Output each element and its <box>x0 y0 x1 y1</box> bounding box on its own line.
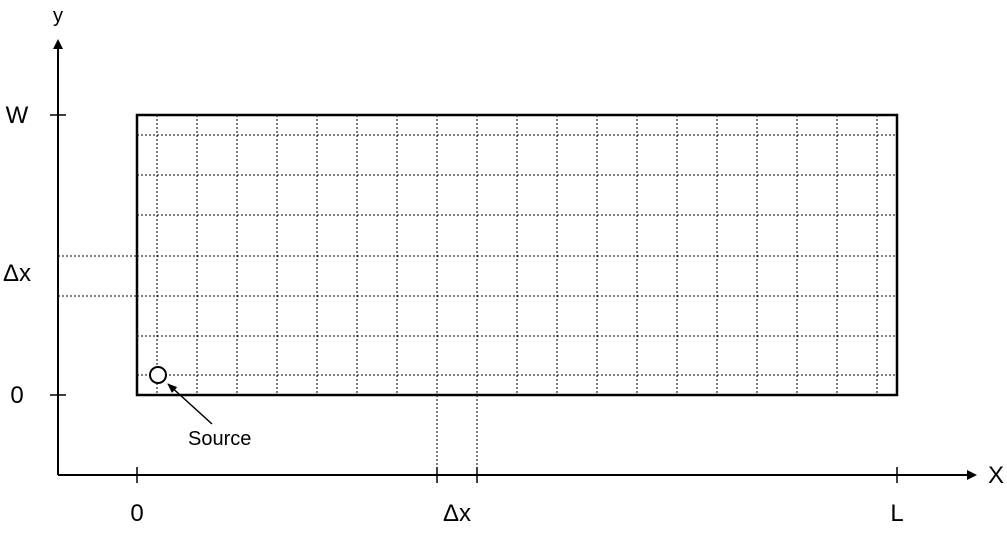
source-marker <box>149 366 167 384</box>
x-axis-label: X <box>988 462 1004 489</box>
domain-rectangle <box>135 113 899 397</box>
x-tick-label-zero: 0 <box>130 500 143 527</box>
y-axis-label: y <box>53 5 63 27</box>
x-tick-label-length: L <box>890 500 903 527</box>
y-tick-label-dx: Δx <box>3 260 31 287</box>
y-tick-label-width: W <box>6 102 29 129</box>
x-tick-label-dx: Δx <box>443 500 471 527</box>
source-label: Source <box>188 428 251 450</box>
source-arrow <box>167 383 213 425</box>
mesh-grid <box>137 115 897 395</box>
y-tick-label-zero: 0 <box>10 382 23 409</box>
dx-guides <box>58 255 478 475</box>
